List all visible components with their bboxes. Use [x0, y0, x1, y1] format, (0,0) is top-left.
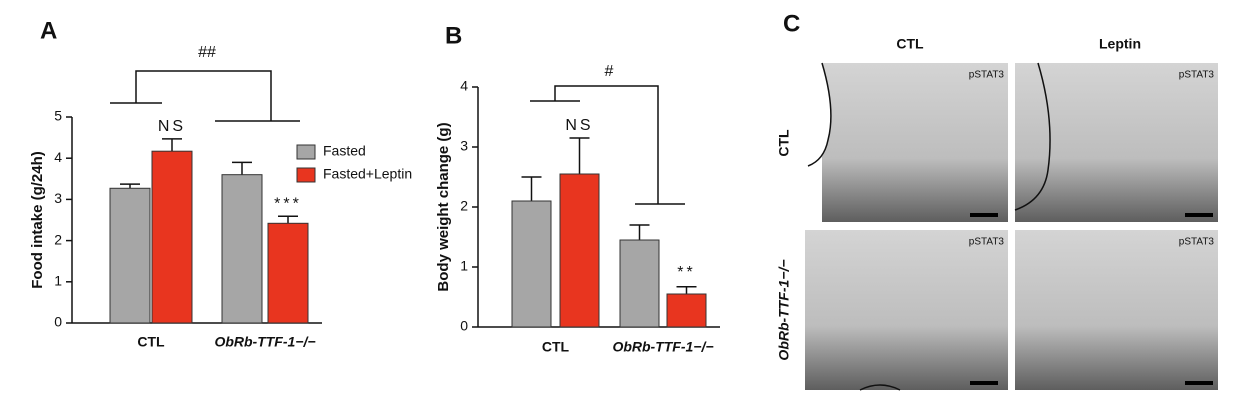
x-tick-label: CTL: [542, 339, 570, 355]
y-tick-label: 4: [460, 78, 468, 94]
bar: [619, 239, 660, 328]
ventricle: [805, 63, 831, 222]
y-tick-label: 0: [460, 318, 468, 334]
significance-label: NS: [158, 118, 186, 135]
y-tick-label: 1: [460, 258, 468, 274]
stain-label: pSTAT3: [969, 237, 1005, 248]
stain-label: pSTAT3: [969, 70, 1005, 81]
ventricle-edge: [859, 384, 901, 391]
legend-swatch: [296, 167, 316, 183]
y-tick-label: 3: [54, 190, 62, 206]
y-tick-label: 4: [54, 149, 62, 165]
bar: [151, 150, 193, 324]
legend-label: Fasted: [323, 143, 366, 159]
column-label: Leptin: [1099, 36, 1141, 52]
bracket: [554, 85, 659, 204]
significance-label: ##: [198, 44, 216, 61]
ventricle-edge: [807, 62, 832, 167]
bar: [666, 293, 707, 328]
row-label: ObRb-TTF-1−/−: [776, 259, 792, 360]
stain-label: pSTAT3: [1179, 70, 1215, 81]
y-tick-label: 2: [54, 231, 62, 247]
bar: [559, 173, 600, 328]
micrographs: C CTL Leptin CTL ObRb-TTF-1−/− pSTAT3 pS…: [776, 10, 1218, 391]
micrograph: [1015, 63, 1218, 222]
ventricle-edge: [1014, 62, 1051, 211]
panel-label: B: [445, 22, 462, 49]
y-tick-label: 2: [460, 198, 468, 214]
micrograph: [1015, 230, 1218, 390]
significance-label: NS: [565, 117, 593, 134]
bar: [109, 187, 151, 324]
significance-label: #: [605, 63, 614, 80]
column-label: CTL: [896, 36, 924, 52]
y-axis-label: Body weight change (g): [435, 122, 452, 291]
micrograph: [822, 63, 1008, 222]
stain-label: pSTAT3: [1179, 237, 1215, 248]
y-tick-label: 1: [54, 273, 62, 289]
panel-label: A: [40, 17, 57, 44]
y-tick-label: 5: [54, 108, 62, 124]
y-axis-label: Food intake (g/24h): [29, 151, 46, 289]
legend-swatch: [296, 144, 316, 160]
row-label: CTL: [776, 129, 792, 157]
x-tick-label: ObRb-TTF-1−/−: [214, 334, 315, 350]
bar: [511, 200, 552, 328]
bar: [267, 222, 309, 324]
significance-label: **: [677, 264, 695, 281]
x-tick-label: ObRb-TTF-1−/−: [612, 339, 713, 355]
panel-label: C: [783, 10, 800, 37]
significance-label: ***: [274, 196, 302, 213]
x-tick-label: CTL: [137, 334, 165, 350]
micrograph: [805, 230, 1008, 390]
legend-label: Fasted+Leptin: [323, 166, 412, 182]
y-tick-label: 0: [54, 314, 62, 330]
bracket: [135, 70, 272, 121]
y-tick-label: 3: [460, 138, 468, 154]
bar: [221, 174, 263, 324]
